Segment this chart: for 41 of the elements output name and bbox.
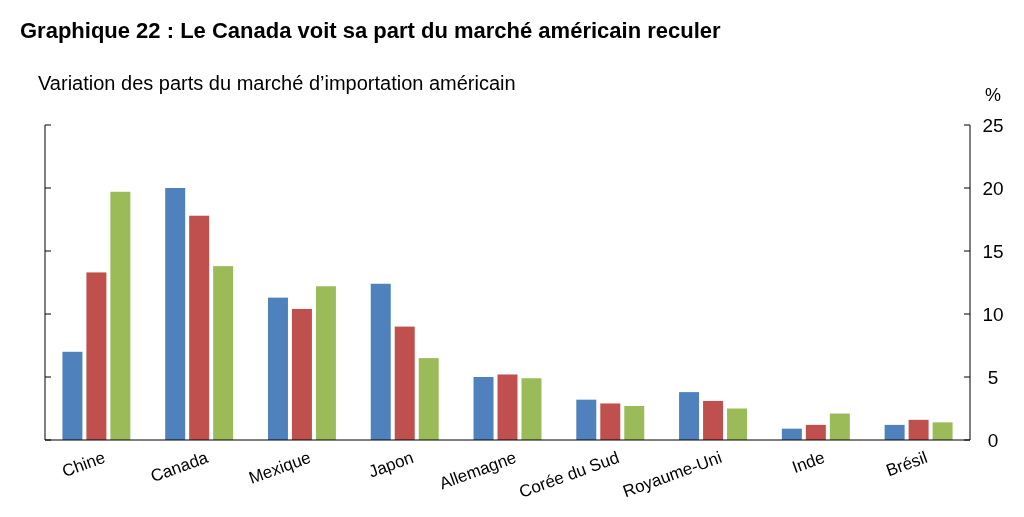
- y-tick-label: 10: [982, 303, 1004, 325]
- bar: [805, 424, 826, 440]
- bar: [908, 419, 929, 440]
- bar: [315, 286, 336, 440]
- bar: [110, 191, 131, 440]
- bar: [370, 283, 391, 440]
- bar: [829, 413, 850, 440]
- bar: [473, 377, 494, 440]
- chart-title: Graphique 22 : Le Canada voit sa part du marché américain reculer: [20, 18, 722, 43]
- bar: [86, 272, 107, 440]
- y-axis-title: %: [984, 85, 1002, 105]
- bar: [165, 188, 186, 440]
- y-tick-label: 5: [987, 366, 999, 388]
- x-tick-label: Inde: [789, 447, 828, 478]
- bar: [600, 403, 621, 440]
- y-tick-label: 15: [982, 240, 1004, 262]
- bar: [703, 400, 724, 440]
- bar: [521, 378, 542, 440]
- chart-subtitle: Variation des parts du marché d’importation américain: [38, 72, 516, 94]
- bar: [727, 408, 748, 440]
- bar: [62, 351, 83, 440]
- bar: [679, 392, 700, 440]
- bar: [624, 405, 645, 440]
- bar: [884, 424, 905, 440]
- y-tick-label: 0: [987, 429, 999, 451]
- bar: [576, 399, 597, 440]
- y-tick-label: 20: [982, 177, 1004, 199]
- bar: [497, 374, 518, 440]
- bar: [189, 215, 210, 440]
- x-tick-label: Corée du Sud: [516, 447, 622, 502]
- bar: [932, 422, 953, 440]
- x-tick-label: Brésil: [883, 447, 930, 481]
- bar: [213, 266, 234, 440]
- bar: [291, 308, 312, 440]
- bar: [394, 326, 415, 440]
- bar: [418, 358, 439, 440]
- x-tick-label: Canada: [148, 447, 212, 487]
- y-tick-label: 25: [982, 114, 1004, 136]
- bar: [267, 297, 288, 440]
- x-tick-label: Japon: [366, 447, 417, 482]
- x-tick-label: Chine: [59, 447, 108, 481]
